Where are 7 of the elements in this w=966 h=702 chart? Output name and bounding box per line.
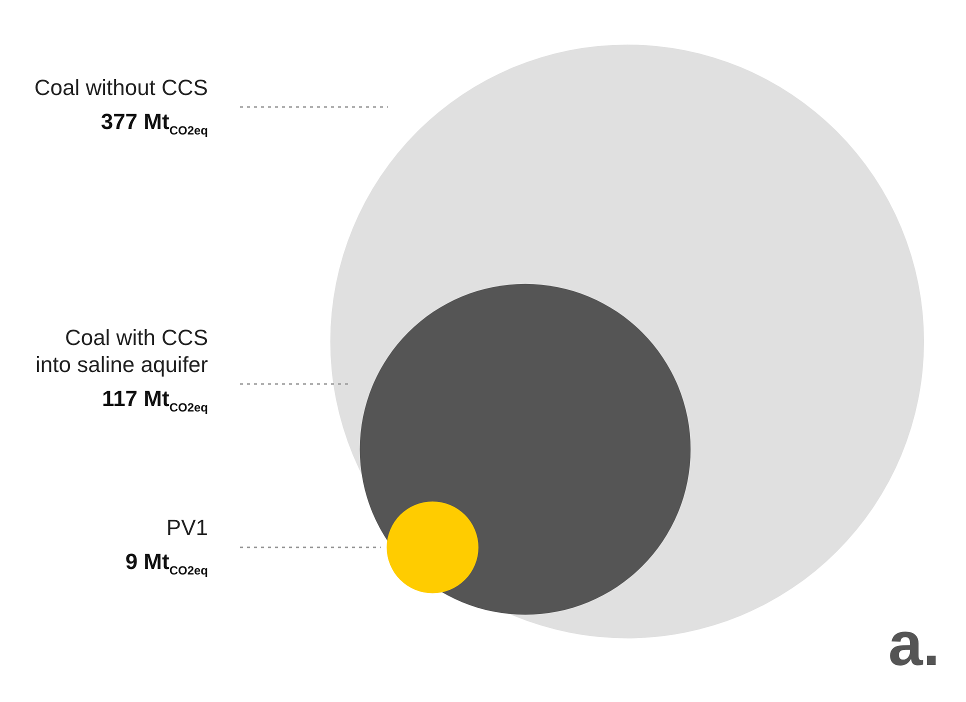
text: a.: [888, 609, 940, 680]
category-label: Coal without CCS: [34, 74, 208, 101]
category-label: PV1: [166, 514, 208, 542]
data-label: 117 Mt$_{CO2eq}$: [102, 386, 208, 414]
data-label: 377 Mt$_{CO2eq}$: [100, 108, 208, 138]
data-label: 9 Mt$_{CO2eq}$: [125, 549, 208, 578]
category-label: Coal with CCS into saline aquifer: [36, 324, 208, 378]
